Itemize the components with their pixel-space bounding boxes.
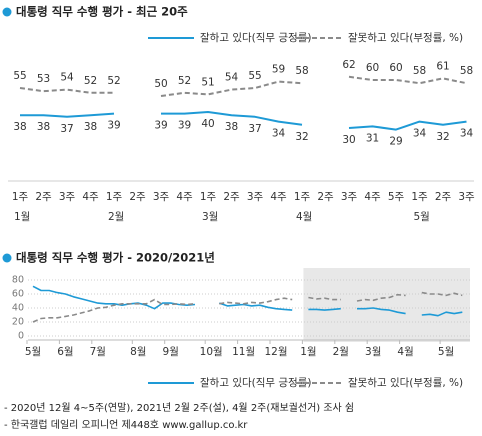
month-label: 2월 [108, 211, 124, 223]
data-label: 51 [201, 76, 214, 88]
data-label: 60 [366, 62, 379, 74]
x-tick-label: 3월 [365, 346, 381, 358]
x-tick-label: 2주 [35, 191, 52, 203]
footnote: - 2020년 12월 4~5주(연말), 2021년 2월 2주(설), 4월… [4, 401, 354, 414]
y-tick-label: 40 [12, 303, 24, 314]
x-tick-label: 1주 [411, 191, 428, 203]
x-tick-label: 4주 [82, 191, 99, 203]
data-label: 61 [436, 60, 449, 72]
x-tick-label: 3주 [153, 191, 170, 203]
x-tick-label: 8월 [130, 346, 146, 358]
x-tick-label: 5월 [25, 346, 41, 358]
data-label: 55 [13, 70, 26, 82]
x-tick-label: 2주 [435, 191, 452, 203]
x-tick-label: 4월 [397, 346, 413, 358]
x-tick-label: 3주 [458, 191, 475, 203]
x-tick-label: 10월 [200, 346, 223, 358]
y-tick-label: 0 [18, 331, 24, 342]
line-series [32, 291, 463, 323]
data-label: 60 [389, 62, 402, 74]
x-tick-label: 11월 [232, 346, 255, 358]
month-label: 1월 [14, 211, 30, 223]
x-tick-label: 9월 [163, 346, 179, 358]
x-tick-label: 3주 [247, 191, 264, 203]
data-label: 62 [342, 59, 355, 71]
data-label: 29 [389, 136, 402, 148]
x-tick-label: 1주 [106, 191, 123, 203]
x-tick-label: 1주 [12, 191, 29, 203]
x-tick-label: 2월 [333, 346, 349, 358]
month-label: 3월 [202, 211, 218, 223]
data-label: 59 [272, 64, 285, 76]
data-label: 54 [60, 72, 74, 84]
y-tick-label: 80 [12, 275, 24, 286]
data-label: 58 [460, 65, 473, 77]
x-tick-label: 3주 [59, 191, 76, 203]
y-tick-label: 20 [12, 317, 24, 328]
x-tick-label: 5주 [388, 191, 405, 203]
legend-label: 잘하고 있다(직무 긍정률) [200, 376, 311, 389]
x-tick-label: 1주 [200, 191, 217, 203]
x-tick-label: 1월 [300, 346, 316, 358]
line-series [32, 285, 463, 317]
x-tick-label: 4주 [176, 191, 193, 203]
line-series [20, 111, 467, 131]
x-tick-label: 2주 [223, 191, 240, 203]
data-label: 53 [37, 73, 50, 85]
month-label: 4월 [296, 211, 312, 223]
data-label: 55 [248, 70, 261, 82]
x-tick-label: 2주 [317, 191, 334, 203]
month-label: 5월 [414, 211, 430, 223]
data-label: 54 [225, 72, 239, 84]
data-label: 37 [60, 123, 73, 135]
x-tick-label: 5월 [438, 346, 454, 358]
data-label: 39 [107, 120, 120, 132]
line-series [19, 75, 467, 97]
legend-label: 잘못하고 있다(부정률, %) [348, 376, 463, 389]
footnote: - 한국갤럽 데일리 오피니언 제448호 www.gallup.co.kr [4, 419, 248, 431]
title-bullet [2, 7, 12, 17]
x-tick-label: 4주 [364, 191, 381, 203]
data-label: 38 [84, 121, 97, 133]
data-label: 52 [107, 75, 120, 87]
y-tick-label: 60 [12, 289, 24, 300]
x-tick-label: 2주 [129, 191, 146, 203]
data-label: 34 [413, 128, 427, 140]
data-label: 39 [178, 120, 191, 132]
data-label: 40 [201, 118, 214, 130]
x-tick-label: 4주 [270, 191, 287, 203]
data-label: 32 [436, 131, 449, 143]
data-label: 38 [13, 121, 26, 133]
data-label: 34 [460, 128, 474, 140]
data-label: 52 [178, 75, 191, 87]
chart-title: 대통령 직무 수행 평가 - 최근 20주 [16, 5, 188, 19]
data-label: 39 [154, 120, 167, 132]
data-label: 34 [272, 128, 286, 140]
x-tick-label: 6월 [57, 346, 73, 358]
data-label: 58 [295, 65, 308, 77]
data-label: 38 [37, 121, 50, 133]
x-tick-label: 7월 [90, 346, 106, 358]
data-label: 37 [248, 123, 261, 135]
chart-title: 대통령 직무 수행 평가 - 2020/2021년 [16, 251, 215, 265]
legend-label: 잘못하고 있다(부정률, %) [348, 31, 463, 44]
x-tick-label: 3주 [341, 191, 358, 203]
x-tick-label: 12월 [264, 346, 287, 358]
data-label: 30 [342, 134, 355, 146]
data-label: 38 [225, 121, 238, 133]
data-label: 50 [154, 78, 167, 90]
data-label: 31 [366, 132, 379, 144]
data-label: 58 [413, 65, 426, 77]
x-tick-label: 1주 [294, 191, 311, 203]
data-label: 52 [84, 75, 97, 87]
legend-label: 잘하고 있다(직무 긍정률) [200, 31, 311, 44]
data-label: 32 [295, 131, 308, 143]
shaded-region [303, 268, 470, 342]
title-bullet [2, 253, 12, 263]
